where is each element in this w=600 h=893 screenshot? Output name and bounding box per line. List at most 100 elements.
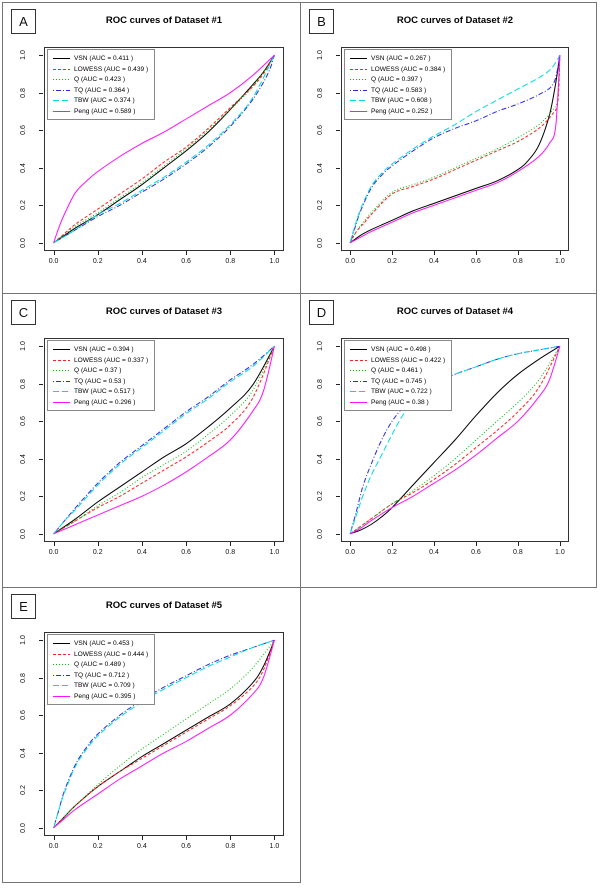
legend-line-sample-peng <box>53 110 70 112</box>
curve-lowess <box>349 55 561 244</box>
x-tick-label: 0.6 <box>181 258 191 265</box>
legend-line-sample-tbw <box>350 391 367 392</box>
x-tick-mark <box>186 251 188 255</box>
x-tick-mark <box>141 542 143 546</box>
legend-line-sample-tq <box>53 674 70 676</box>
legend-entry-tbw: TBW (AUC = 0.374 ) <box>53 96 148 105</box>
roc-panel-a: A ROC curves of Dataset #1 VSN (AUC = 0.… <box>2 2 301 294</box>
legend-entry-tq: TQ (AUC = 0.745 ) <box>350 377 445 386</box>
y-tick-label: 0.2 <box>20 785 27 796</box>
x-tick-label: 0.4 <box>429 258 439 265</box>
curve-tbw <box>349 54 561 243</box>
legend-label: TBW (AUC = 0.709 ) <box>74 682 135 689</box>
x-tick-mark <box>434 542 436 546</box>
legend-line-sample-vsn <box>53 643 70 644</box>
x-tick-mark <box>434 251 436 255</box>
x-tick-mark <box>141 836 143 840</box>
legend-label: LOWESS (AUC = 0.439 ) <box>74 65 149 73</box>
x-tick-mark <box>97 836 99 840</box>
roc-curves <box>349 345 561 535</box>
legend-entry-lowess: LOWESS (AUC = 0.439 ) <box>53 65 148 74</box>
legend-line-sample-peng <box>350 401 367 403</box>
legend-line-sample-tbw <box>53 685 70 686</box>
x-tick-mark <box>274 836 276 840</box>
x-tick-mark <box>350 251 352 255</box>
legend-label: Q (AUC = 0.397 ) <box>371 76 423 83</box>
legend-label: Peng (AUC = 0.589 ) <box>74 107 136 115</box>
x-tick-label: 0.0 <box>48 549 59 556</box>
curve-vsn <box>349 55 561 244</box>
legend-line-sample-vsn <box>53 58 70 59</box>
x-tick-label: 0.4 <box>137 549 147 556</box>
y-tick-mark <box>39 92 43 94</box>
y-tick-mark <box>39 790 43 792</box>
curve-tq <box>53 345 275 535</box>
legend-entry-lowess: LOWESS (AUC = 0.384 ) <box>350 65 445 74</box>
y-tick-mark <box>336 92 340 94</box>
x-tick-mark <box>53 542 55 546</box>
legend-line-sample-lowess <box>53 359 70 361</box>
legend-entry-q: Q (AUC = 0.489 ) <box>53 660 148 669</box>
y-tick-label: 0.4 <box>20 162 27 173</box>
y-tick-mark <box>336 55 340 57</box>
x-tick-label: 0.0 <box>345 258 355 265</box>
legend-line-sample-peng <box>53 401 70 403</box>
legend-line-sample-vsn <box>350 58 367 59</box>
y-tick-label: 0.2 <box>317 491 324 502</box>
y-tick-label: 0.4 <box>20 453 27 464</box>
legend-label: LOWESS (AUC = 0.444 ) <box>74 650 149 658</box>
x-tick-label: 0.2 <box>387 549 397 556</box>
roc-panel-d: D ROC curves of Dataset #4 VSN (AUC = 0.… <box>300 293 597 588</box>
legend-entry-tq: TQ (AUC = 0.712 ) <box>53 671 148 680</box>
panel-title: ROC curves of Dataset #1 <box>105 15 223 26</box>
x-tick-mark <box>559 542 561 546</box>
y-tick-mark <box>336 533 340 535</box>
legend-entry-tq: TQ (AUC = 0.583 ) <box>350 86 445 95</box>
curve-peng <box>53 54 275 243</box>
y-tick-mark <box>39 383 43 385</box>
curve-lowess <box>53 54 275 244</box>
legend-line-sample-tbw <box>350 100 367 101</box>
x-tick-mark <box>392 542 394 546</box>
y-tick-label: 0.2 <box>20 200 27 211</box>
legend-label: LOWESS (AUC = 0.422 ) <box>371 356 446 364</box>
legend-entry-q: Q (AUC = 0.37 ) <box>53 366 148 375</box>
legend-line-sample-q <box>53 370 70 371</box>
x-tick-label: 1.0 <box>555 258 565 265</box>
legend-entry-peng: Peng (AUC = 0.395 ) <box>53 692 148 701</box>
roc-curves <box>53 54 275 244</box>
legend-box: VSN (AUC = 0.453 ) LOWESS (AUC = 0.444 ) Q… <box>47 634 156 705</box>
roc-curves <box>53 345 275 535</box>
y-tick-mark <box>39 421 43 423</box>
legend-label: Q (AUC = 0.489 ) <box>74 661 126 668</box>
y-tick-label: 0.6 <box>317 125 324 136</box>
y-tick-mark <box>336 346 340 348</box>
curve-vsn <box>53 345 275 535</box>
legend-line-sample-tq <box>53 380 70 382</box>
y-tick-mark <box>39 130 43 132</box>
y-tick-label: 0.6 <box>20 125 27 136</box>
curve-peng <box>349 55 561 244</box>
x-tick-label: 0.8 <box>513 549 523 556</box>
roc-panel-e: E ROC curves of Dataset #5 VSN (AUC = 0.… <box>2 587 301 883</box>
panel-title: ROC curves of Dataset #4 <box>396 306 514 317</box>
legend-label: VSN (AUC = 0.453 ) <box>74 640 134 647</box>
y-tick-mark <box>336 383 340 385</box>
y-tick-mark <box>336 458 340 460</box>
y-tick-label: 1.0 <box>20 635 27 646</box>
legend-label: Q (AUC = 0.37 ) <box>74 367 122 374</box>
y-tick-mark <box>336 242 340 244</box>
legend-line-sample-tbw <box>53 391 70 392</box>
panel-title: ROC curves of Dataset #2 <box>396 15 514 26</box>
legend-entry-q: Q (AUC = 0.461 ) <box>350 366 445 375</box>
x-tick-label: 1.0 <box>269 258 280 265</box>
y-tick-mark <box>39 827 43 829</box>
x-tick-label: 0.0 <box>48 843 59 850</box>
panel-title: ROC curves of Dataset #3 <box>105 306 223 317</box>
legend-entry-tbw: TBW (AUC = 0.722 ) <box>350 387 445 396</box>
y-tick-label: 0.8 <box>20 87 27 98</box>
legend-label: Q (AUC = 0.423 ) <box>74 76 126 83</box>
legend-entry-tq: TQ (AUC = 0.53 ) <box>53 377 148 386</box>
legend-label: TQ (AUC = 0.583 ) <box>371 86 427 94</box>
